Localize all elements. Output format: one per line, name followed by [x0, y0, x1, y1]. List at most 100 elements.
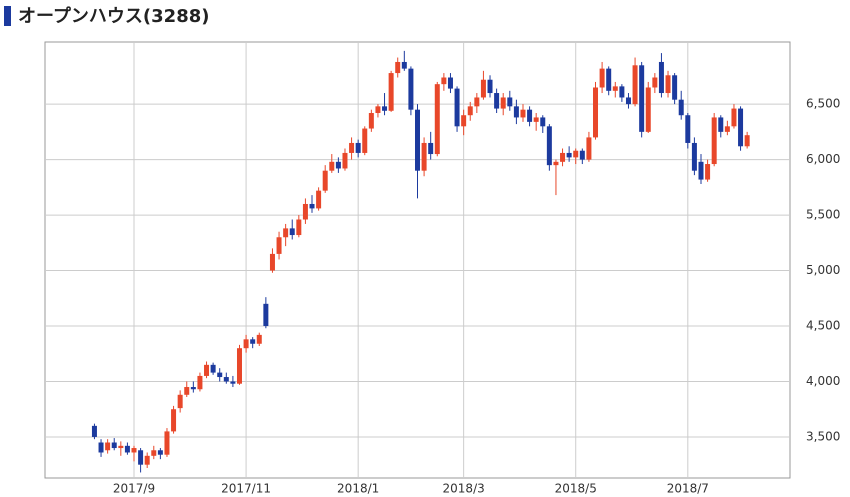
y-tick-label: 4,000	[806, 374, 840, 388]
candle-body	[428, 142, 434, 155]
candle-body	[540, 117, 546, 127]
candle-body	[513, 106, 519, 118]
candle-body	[322, 170, 328, 191]
candle-body	[395, 61, 401, 74]
candle-body	[454, 88, 460, 127]
candle-body	[678, 99, 684, 116]
candle-body	[269, 253, 275, 271]
y-tick-label: 3,500	[806, 429, 840, 443]
candle-body	[401, 61, 407, 69]
candle-body	[494, 93, 500, 109]
candle-body	[243, 339, 249, 349]
title-icon	[4, 6, 11, 26]
candle-body	[289, 228, 295, 236]
candle-body	[500, 97, 506, 109]
candle-body	[658, 61, 664, 94]
candle-body	[316, 190, 322, 209]
candle-body	[118, 445, 124, 449]
candle-body	[533, 117, 539, 122]
candle-body	[586, 137, 592, 160]
candle-body	[164, 431, 170, 455]
candle-body	[652, 77, 658, 88]
candle-body	[309, 203, 315, 209]
candle-body	[566, 152, 572, 158]
candle-body	[691, 142, 697, 171]
chart-title: オープンハウス(3288)	[18, 5, 209, 27]
candle-body	[302, 203, 308, 220]
candle-body	[632, 65, 638, 105]
candle-body	[157, 450, 163, 455]
candle-body	[698, 161, 704, 180]
candle-body	[441, 77, 447, 85]
candle-body	[606, 68, 612, 91]
candle-body	[144, 455, 150, 465]
candle-body	[612, 86, 618, 91]
candle-body	[329, 161, 335, 171]
candle-body	[705, 164, 711, 180]
candle-body	[335, 161, 341, 169]
x-tick-label: 2017/9	[113, 482, 155, 496]
candle-body	[210, 364, 216, 373]
candle-body	[560, 152, 566, 162]
candle-body	[467, 106, 473, 116]
candle-body	[138, 450, 144, 465]
candle-body	[711, 117, 717, 165]
candle-body	[738, 108, 744, 147]
candle-body	[645, 87, 651, 132]
candle-body	[434, 84, 440, 155]
candle-body	[131, 448, 137, 453]
candle-body	[579, 150, 585, 160]
candle-body	[625, 97, 631, 105]
candle-body	[599, 68, 605, 88]
candle-body	[593, 87, 599, 138]
candle-body	[527, 109, 533, 122]
candle-body	[724, 126, 730, 132]
candle-body	[105, 442, 111, 451]
candle-body	[256, 334, 262, 344]
candle-body	[91, 425, 97, 437]
candle-body	[151, 450, 157, 456]
candle-body	[368, 113, 374, 129]
candle-body	[520, 109, 526, 118]
candle-body	[342, 152, 348, 169]
x-tick-label: 2018/3	[443, 482, 485, 496]
candle-body	[487, 79, 493, 94]
candle-body	[263, 303, 269, 327]
candle-body	[639, 65, 645, 132]
candle-body	[283, 228, 289, 238]
candle-body	[744, 135, 750, 147]
x-tick-label: 2018/1	[337, 482, 379, 496]
candle-body	[236, 348, 242, 384]
plot-frame	[44, 41, 791, 479]
candle-body	[507, 97, 513, 107]
candle-body	[230, 381, 236, 384]
candle-body	[388, 73, 394, 111]
y-tick-label: 4,500	[806, 319, 840, 333]
y-tick-label: 5,000	[806, 263, 840, 277]
candle-body	[355, 142, 361, 153]
candle-body	[461, 115, 467, 127]
x-tick-label: 2018/7	[667, 482, 709, 496]
candle-body	[111, 442, 117, 449]
candle-body	[171, 409, 177, 432]
candle-body	[447, 77, 453, 89]
candle-body	[276, 237, 282, 254]
candle-body	[197, 375, 203, 390]
candle-body	[731, 108, 737, 127]
candle-body	[474, 97, 480, 107]
candle-body	[421, 142, 427, 171]
y-tick-label: 5,500	[806, 208, 840, 222]
candle-body	[685, 115, 691, 143]
candle-body	[250, 339, 256, 344]
candle-body	[349, 142, 355, 153]
candle-body	[408, 68, 414, 110]
candle-body	[124, 445, 130, 453]
x-tick-label: 2017/11	[221, 482, 271, 496]
candle-body	[573, 150, 579, 158]
candle-body	[553, 161, 559, 166]
candle-body	[296, 219, 302, 236]
candle-body	[204, 364, 210, 376]
candle-body	[98, 442, 104, 453]
